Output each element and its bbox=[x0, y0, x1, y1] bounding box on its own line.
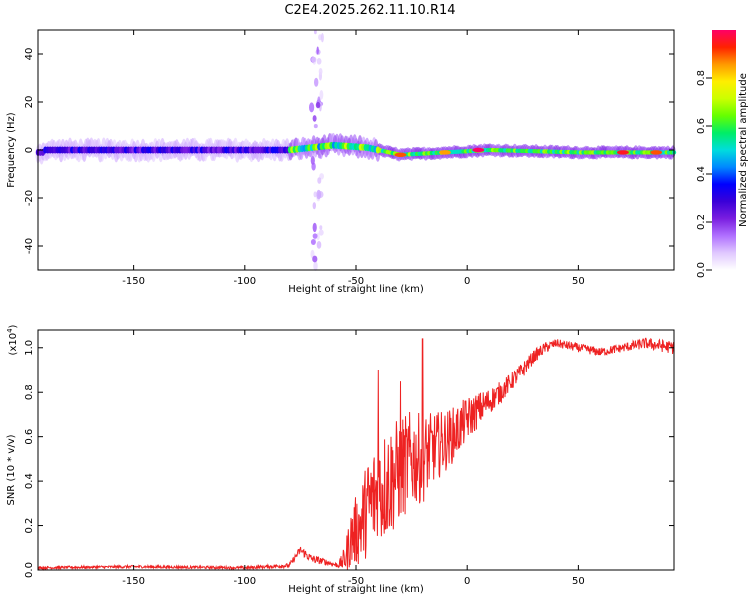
spectrogram-y-axis: -40 -20 0 20 40 bbox=[24, 48, 674, 254]
hotspot bbox=[439, 150, 451, 155]
x-tick-label: -50 bbox=[348, 576, 364, 587]
y-tick-label: 40 bbox=[24, 48, 35, 61]
colorbar: 0.0 0.2 0.4 0.6 0.8 Normalized spectral ampl… bbox=[696, 30, 749, 278]
colorbar-tick-label: 0.2 bbox=[696, 214, 707, 230]
y-tick-label: 0.6 bbox=[24, 429, 35, 445]
x-tick-label: -100 bbox=[233, 576, 256, 587]
noise-speck bbox=[312, 202, 316, 210]
spectrogram-band-layer bbox=[35, 132, 677, 165]
noise-speck bbox=[316, 46, 319, 55]
noise-speck bbox=[311, 56, 317, 63]
x-tick-label: 50 bbox=[572, 276, 585, 287]
y-tick-label: 0 bbox=[24, 147, 35, 153]
y-tick-label: 0.4 bbox=[24, 473, 35, 489]
noise-speck bbox=[315, 101, 321, 109]
snr-panel: -150 -100 -50 0 50 0.0 0.2 0.4 0.6 0.8 1.0 Height… bbox=[6, 324, 675, 595]
x-tick-label: 50 bbox=[572, 576, 585, 587]
colorbar-tick-label: 0.4 bbox=[696, 166, 707, 182]
noise-speck bbox=[316, 241, 322, 249]
colorbar-gradient bbox=[712, 30, 736, 270]
snr-y-label: SNR (10 * v/v) bbox=[6, 434, 17, 505]
hotspot bbox=[616, 150, 629, 155]
y-tick-label: 1.0 bbox=[24, 340, 35, 356]
noise-speck bbox=[319, 90, 324, 100]
hotspot bbox=[650, 150, 663, 155]
y-tick-label: 0.8 bbox=[24, 384, 35, 400]
y-tick-label: 0.2 bbox=[24, 518, 35, 534]
figure-title: C2E4.2025.262.11.10.R14 bbox=[284, 3, 455, 18]
noise-speck bbox=[317, 96, 321, 104]
x-tick-label: -150 bbox=[122, 576, 145, 587]
noise-speck bbox=[316, 189, 322, 200]
hotspot bbox=[472, 147, 485, 153]
snr-series-line bbox=[38, 337, 675, 571]
colorbar-tick-label: 0.6 bbox=[696, 118, 707, 134]
y-tick-label: 0.0 bbox=[24, 562, 35, 578]
noise-speck bbox=[314, 77, 319, 87]
noise-speck bbox=[317, 177, 322, 184]
hotspot bbox=[394, 152, 407, 157]
noise-speck bbox=[312, 233, 318, 239]
x-tick-label: -100 bbox=[233, 276, 256, 287]
colorbar-tick-label: 0.8 bbox=[696, 70, 707, 86]
spectrogram-panel: -150 -100 -50 0 50 -40 -20 0 20 40 Height of str… bbox=[6, 29, 677, 295]
noise-speck bbox=[318, 229, 324, 236]
y-tick-label: -20 bbox=[24, 190, 35, 206]
colorbar-axis: 0.0 0.2 0.4 0.6 0.8 bbox=[696, 70, 712, 278]
y-tick-label: 20 bbox=[24, 96, 35, 109]
noise-speck bbox=[316, 232, 320, 240]
snr-y-axis: 0.0 0.2 0.4 0.6 0.8 1.0 bbox=[24, 340, 674, 578]
noise-speck bbox=[310, 239, 316, 245]
noise-speck bbox=[320, 33, 324, 43]
noise-speck bbox=[313, 124, 318, 129]
spectrogram-x-label: Height of straight line (km) bbox=[288, 284, 424, 295]
noise-speck bbox=[319, 225, 323, 230]
noise-speck bbox=[312, 255, 318, 263]
colorbar-label: Normalized spectral amplitude bbox=[738, 73, 749, 227]
y-tick-label: -40 bbox=[24, 238, 35, 254]
x-tick-label: 0 bbox=[464, 276, 470, 287]
x-tick-label: 0 bbox=[464, 576, 470, 587]
noise-speck bbox=[309, 102, 315, 113]
x-tick-label: -50 bbox=[348, 276, 364, 287]
noise-speck bbox=[312, 222, 317, 233]
noise-speck bbox=[318, 68, 323, 75]
noise-speck bbox=[312, 115, 317, 122]
colorbar-tick-label: 0.0 bbox=[696, 262, 707, 278]
noise-speck bbox=[316, 58, 322, 65]
x-tick-label: -150 bbox=[122, 276, 145, 287]
noise-speck bbox=[313, 261, 318, 271]
spectrogram-x-axis: -150 -100 -50 0 50 bbox=[122, 30, 585, 287]
snr-x-label: Height of straight line (km) bbox=[288, 584, 424, 595]
snr-scale-label: (x104) bbox=[6, 324, 19, 355]
spectrogram-y-label: Frequency (Hz) bbox=[6, 112, 17, 188]
noise-speck bbox=[313, 191, 317, 198]
noise-speck bbox=[314, 29, 317, 35]
snr-x-axis: -150 -100 -50 0 50 bbox=[122, 330, 585, 587]
